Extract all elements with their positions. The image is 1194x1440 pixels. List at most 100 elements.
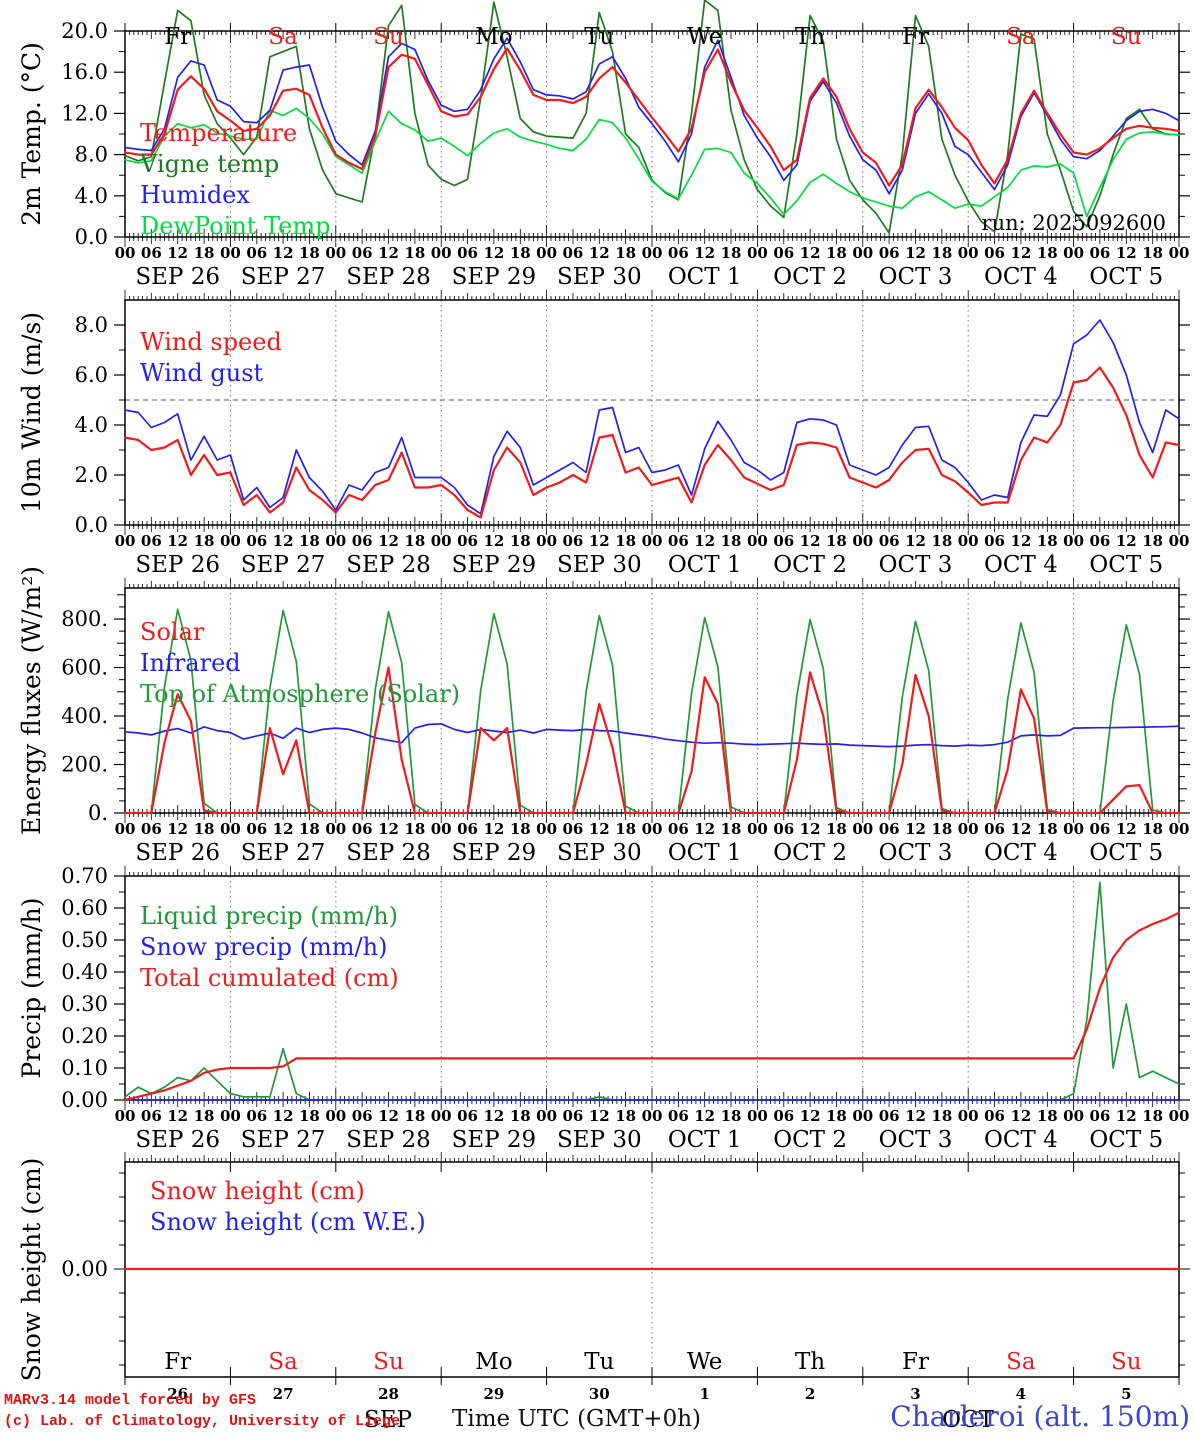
hour-tick-label: 12 (1116, 532, 1137, 550)
date-label: SEP 29 (452, 1127, 537, 1153)
date-label: OCT 5 (1089, 264, 1163, 290)
hour-tick-label: 18 (404, 1107, 425, 1125)
hour-tick-label: 12 (800, 532, 821, 550)
hour-tick-label: 18 (1037, 532, 1058, 550)
date-label: SEP 26 (135, 552, 220, 578)
hour-tick-label: 18 (1142, 1107, 1163, 1125)
hour-tick-label: 18 (1142, 820, 1163, 838)
hour-tick-label: 00 (642, 532, 663, 550)
y-axis-title: Precip (mm/h) (17, 898, 46, 1079)
hour-tick-label: 06 (773, 244, 794, 262)
hour-tick-label: 12 (800, 820, 821, 838)
hour-tick-label: 18 (510, 244, 531, 262)
hour-tick-label: 12 (1010, 532, 1031, 550)
legend-infrared: Infrared (140, 649, 241, 677)
hour-tick-label: 18 (510, 820, 531, 838)
panel-2m-temp: 20.0 16.0 12.0 8.0 4.0 0.0 2m Temp. (°C) Temper… (17, 0, 1190, 290)
hour-tick-label: 06 (984, 820, 1005, 838)
hour-tick-label: 06 (352, 1107, 373, 1125)
date-num-label: 26 (167, 1385, 188, 1403)
legend-liquid-precip-mm-h: Liquid precip (mm/h) (140, 902, 398, 930)
hour-tick-label: 00 (1063, 820, 1084, 838)
y-tick-label: 16.0 (61, 60, 108, 84)
y-tick-label: 0.20 (61, 1024, 108, 1048)
y-tick-label: 0. (88, 801, 108, 825)
y-axis-title: Snow height (cm) (17, 1158, 46, 1382)
month-label-oct: OCT (942, 1407, 994, 1433)
hour-tick-label: 12 (378, 244, 399, 262)
hour-tick-label: 06 (773, 1107, 794, 1125)
hour-tick-label: 06 (141, 1107, 162, 1125)
hour-tick-label: 18 (826, 820, 847, 838)
hour-tick-label: 06 (246, 532, 267, 550)
hour-tick-label: 18 (721, 820, 742, 838)
hour-tick-label: 18 (194, 244, 215, 262)
credit-model-line: MARv3.14 model forced by GFS (4, 1392, 257, 1409)
hour-tick-label: 12 (800, 244, 821, 262)
series-solar (124, 666, 1180, 814)
hour-tick-label: 06 (246, 820, 267, 838)
hour-tick-label: 12 (483, 820, 504, 838)
hour-tick-label: 12 (589, 244, 610, 262)
hour-tick-label: 06 (457, 820, 478, 838)
hour-tick-label: 18 (299, 244, 320, 262)
legend-vigne-temp: Vigne temp (139, 150, 279, 178)
hour-tick-label: 06 (879, 820, 900, 838)
day-label-su-2: Su (373, 1349, 404, 1375)
hour-tick-label: 18 (299, 1107, 320, 1125)
hour-tick-label: 12 (167, 244, 188, 262)
hour-tick-label: 00 (115, 820, 136, 838)
hour-tick-label: 12 (273, 820, 294, 838)
series-total-cumulated-cm (124, 911, 1180, 1101)
day-label-we-5: We (687, 1349, 722, 1375)
day-label-tu-4: Tu (584, 24, 614, 50)
legend-total-cumulated-cm: Total cumulated (cm) (140, 964, 399, 992)
legend-dewpoint-temp: DewPoint Temp (140, 212, 331, 240)
hour-tick-label: 00 (220, 244, 241, 262)
hour-tick-label: 00 (431, 532, 452, 550)
hour-tick-label: 12 (905, 820, 926, 838)
hour-tick-label: 12 (589, 820, 610, 838)
y-tick-label: 2.0 (75, 463, 108, 487)
date-label: OCT 3 (879, 1127, 953, 1153)
hour-tick-label: 06 (352, 532, 373, 550)
date-label: OCT 2 (773, 552, 847, 578)
date-label: OCT 1 (668, 264, 742, 290)
hour-tick-label: 06 (1090, 820, 1111, 838)
y-tick-label: 0.30 (61, 992, 108, 1016)
y-axis-title: 10m Wind (m/s) (17, 312, 46, 513)
day-label-sa-1: Sa (268, 24, 298, 50)
hour-tick-label: 00 (852, 532, 873, 550)
hour-tick-label: 18 (931, 1107, 952, 1125)
y-axis-title: Energy fluxes (W/m²) (17, 566, 46, 835)
hour-tick-label: 00 (325, 532, 346, 550)
y-tick-label: 0.50 (61, 928, 108, 952)
date-num-label: 29 (483, 1385, 504, 1403)
date-label: OCT 5 (1089, 552, 1163, 578)
day-label-fr-7: Fr (902, 1349, 929, 1375)
day-label-sa-8: Sa (1006, 24, 1036, 50)
date-label: SEP 29 (452, 552, 537, 578)
date-label: SEP 26 (135, 264, 220, 290)
month-label-sep: SEP (364, 1407, 412, 1433)
hour-tick-label: 12 (1010, 820, 1031, 838)
day-label-tu-4: Tu (584, 1349, 614, 1375)
hour-tick-label: 18 (615, 532, 636, 550)
hour-tick-label: 00 (1063, 532, 1084, 550)
hour-tick-label: 12 (483, 532, 504, 550)
y-tick-label: 200. (61, 753, 108, 777)
day-label-we-5: We (687, 24, 722, 50)
day-label-fr-0: Fr (164, 24, 191, 50)
day-label-sa-8: Sa (1006, 1349, 1036, 1375)
date-label: OCT 1 (668, 552, 742, 578)
hour-tick-label: 06 (879, 532, 900, 550)
hour-tick-label: 12 (167, 820, 188, 838)
hour-tick-label: 00 (958, 532, 979, 550)
hour-tick-label: 00 (958, 820, 979, 838)
hour-tick-label: 18 (1037, 244, 1058, 262)
y-tick-label: 8.0 (75, 143, 108, 167)
date-label: SEP 27 (241, 552, 326, 578)
hour-tick-label: 18 (721, 532, 742, 550)
